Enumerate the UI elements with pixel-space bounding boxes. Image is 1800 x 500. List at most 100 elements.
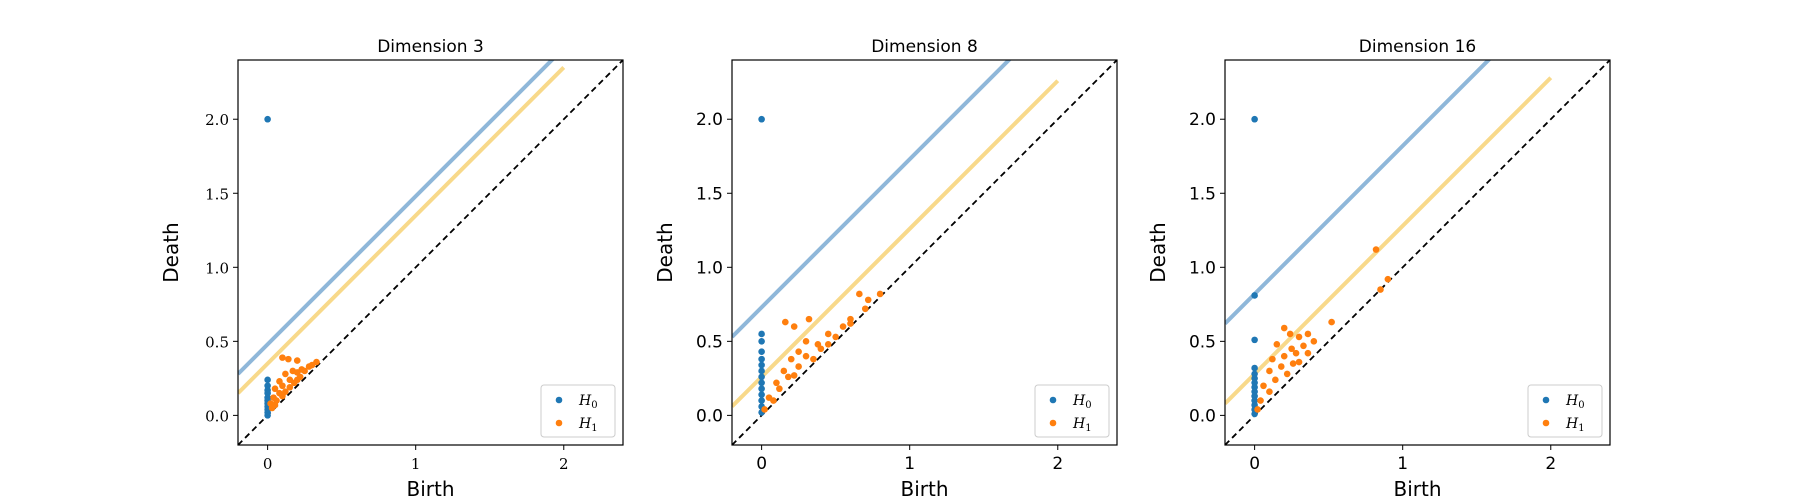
data-point-h1 <box>824 341 832 348</box>
data-point-h1 <box>308 361 316 369</box>
data-point-h1 <box>1273 341 1281 348</box>
data-point-h1 <box>286 383 294 391</box>
y-tick-label: 1.0 <box>205 259 229 277</box>
legend-label-h1: H1 <box>1072 416 1092 434</box>
data-point-h1 <box>1288 345 1295 353</box>
data-point-h1 <box>1254 406 1261 413</box>
plot-frame <box>237 59 624 446</box>
data-point-h1 <box>795 348 802 356</box>
data-point-h0 <box>758 367 765 375</box>
data-point-h1 <box>1328 318 1335 326</box>
data-point-h1 <box>1384 275 1392 283</box>
plot-panel-2: 0 1 2 0.0 0.5 1.0 1.5 2.0 Dimension 8 Birth Death H… <box>653 37 1118 500</box>
data-point-h1 <box>1269 355 1276 363</box>
data-point-h1 <box>279 354 286 361</box>
data-point-h1 <box>790 323 798 330</box>
data-point-h1 <box>293 357 301 364</box>
diagonal-line <box>238 60 623 445</box>
diagonal-line <box>1225 60 1610 445</box>
x-tick-label: 0 <box>263 455 273 473</box>
data-point-h1 <box>301 367 308 375</box>
legend-marker-h1 <box>555 419 563 427</box>
data-point-h1 <box>787 355 795 363</box>
y-tick-label: 2.0 <box>1189 110 1216 130</box>
legend-label-h1: H1 <box>578 416 598 434</box>
data-point-h1 <box>802 338 810 345</box>
data-point-h1 <box>1286 330 1294 338</box>
data-point-h1 <box>282 370 289 378</box>
x-tick-label: 0 <box>756 454 767 474</box>
y-tick-label: 1.0 <box>1189 258 1216 278</box>
x-axis-title: Birth <box>406 477 454 500</box>
data-point-h0 <box>1251 364 1258 372</box>
legend-label-h0: H0 <box>578 393 598 411</box>
plot-title: Dimension 16 <box>1359 37 1476 57</box>
data-point-h1 <box>817 345 825 353</box>
plot-area <box>238 60 623 445</box>
data-point-h1 <box>795 363 802 370</box>
x-tick-label: 1 <box>904 454 915 474</box>
data-point-h1 <box>805 315 813 323</box>
data-point-h1 <box>784 373 792 381</box>
plot-frame <box>731 59 1118 446</box>
data-point-h1 <box>1372 246 1380 253</box>
data-point-h1 <box>810 355 817 363</box>
data-point-h1 <box>279 392 286 400</box>
plot-panel-3: 0 1 2 0.0 0.5 1.0 1.5 2.0 Dimension 16 Birth Death… <box>1146 37 1611 500</box>
h0-band-line <box>732 60 1012 339</box>
x-axis-title: Birth <box>1393 477 1441 500</box>
data-point-h1 <box>1289 360 1297 367</box>
data-point-h1 <box>761 406 768 413</box>
data-point-h1 <box>780 367 788 375</box>
data-point-h1 <box>839 323 847 330</box>
x-tick-label: 2 <box>559 455 569 473</box>
data-point-h1 <box>832 333 839 341</box>
x-tick-label: 2 <box>1052 454 1063 474</box>
y-tick-label: 1.5 <box>696 184 723 204</box>
plot-panel-1: 0 1 2 0.0 0.5 1.0 1.5 2.0 Dimension 3 Birth Death H… <box>159 37 624 500</box>
legend-marker-h0 <box>1049 396 1057 404</box>
data-point-h1 <box>773 379 780 387</box>
legend-marker-h0 <box>1542 396 1550 404</box>
data-point-h1 <box>1377 286 1384 293</box>
data-point-h0 <box>1251 115 1258 123</box>
data-point-h1 <box>770 397 777 404</box>
data-point-h0 <box>758 385 765 393</box>
data-point-h0 <box>758 348 765 356</box>
x-axis-title: Birth <box>900 477 948 500</box>
data-point-h1 <box>876 290 884 298</box>
plot-frame <box>1224 59 1611 446</box>
data-point-h1 <box>1300 342 1307 350</box>
y-tick-label: 2.0 <box>696 110 723 130</box>
data-point-h0 <box>758 355 765 363</box>
data-point-h0 <box>758 391 765 398</box>
x-tick-label: 1 <box>411 455 421 473</box>
y-tick-label: 2.0 <box>205 111 229 129</box>
data-point-h1 <box>1304 349 1312 357</box>
y-tick-label: 0.5 <box>696 332 723 352</box>
data-point-h1 <box>864 296 872 304</box>
y-axis-title: Death <box>159 222 183 282</box>
x-tick-label: 0 <box>1249 454 1260 474</box>
data-point-h0 <box>1251 292 1258 299</box>
data-point-h1 <box>790 372 798 379</box>
data-point-h1 <box>1310 338 1318 345</box>
data-point-h1 <box>1266 367 1273 375</box>
data-point-h0 <box>264 376 271 384</box>
data-point-h1 <box>1295 333 1303 341</box>
plot-area <box>732 60 1117 445</box>
diagonal-line <box>732 60 1117 445</box>
data-point-h1 <box>293 376 301 384</box>
data-point-h1 <box>1272 376 1279 384</box>
data-point-h1 <box>285 355 292 363</box>
data-point-h0 <box>758 330 765 338</box>
data-point-h0 <box>758 338 765 345</box>
h1-band-line <box>732 79 1060 408</box>
data-point-h0 <box>758 115 765 123</box>
legend-box <box>1034 384 1110 438</box>
h0-band-line <box>238 60 555 376</box>
data-point-h0 <box>758 361 765 369</box>
data-point-h1 <box>1257 397 1264 404</box>
data-point-h0 <box>1251 336 1258 344</box>
